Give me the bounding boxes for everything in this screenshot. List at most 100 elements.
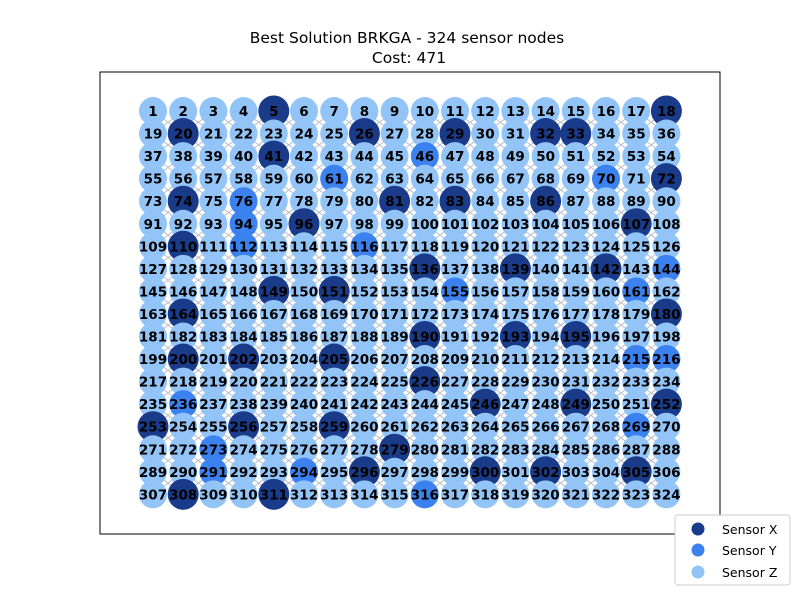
sensor-node-249 bbox=[560, 388, 592, 420]
node-label-290: 290 bbox=[169, 465, 197, 481]
sensor-node-136 bbox=[409, 253, 441, 285]
sensor-node-134 bbox=[350, 254, 379, 283]
sensor-node-247 bbox=[501, 390, 530, 419]
sensor-node-172 bbox=[410, 299, 439, 328]
node-label-164: 164 bbox=[169, 307, 197, 323]
node-label-234: 234 bbox=[652, 375, 680, 391]
node-label-213: 213 bbox=[562, 352, 590, 368]
sensor-node-141 bbox=[561, 254, 590, 283]
sensor-node-285 bbox=[561, 435, 590, 464]
node-label-179: 179 bbox=[622, 307, 650, 323]
sensor-node-68 bbox=[531, 164, 560, 193]
node-label-274: 274 bbox=[230, 442, 258, 458]
sensor-node-66 bbox=[471, 164, 500, 193]
sensor-node-123 bbox=[561, 232, 590, 261]
sensor-node-19 bbox=[139, 119, 167, 148]
node-label-186: 186 bbox=[290, 330, 318, 346]
sensor-node-264 bbox=[471, 412, 500, 441]
sensor-node-269 bbox=[622, 412, 651, 441]
node-label-137: 137 bbox=[441, 262, 469, 278]
node-label-23: 23 bbox=[264, 127, 283, 143]
node-label-64: 64 bbox=[415, 172, 434, 188]
node-label-77: 77 bbox=[264, 194, 283, 210]
sensor-node-213 bbox=[561, 345, 590, 374]
node-label-42: 42 bbox=[295, 149, 314, 165]
sensor-node-148 bbox=[229, 277, 258, 306]
sensor-node-232 bbox=[592, 367, 620, 396]
node-label-211: 211 bbox=[501, 352, 529, 368]
sensor-node-197 bbox=[622, 322, 651, 351]
node-label-313: 313 bbox=[320, 487, 348, 503]
sensor-node-72 bbox=[650, 163, 682, 195]
node-label-168: 168 bbox=[290, 307, 318, 323]
node-label-310: 310 bbox=[230, 487, 258, 503]
sensor-node-18 bbox=[650, 95, 682, 127]
node-label-195: 195 bbox=[562, 330, 590, 346]
sensor-node-240 bbox=[290, 390, 318, 419]
sensor-node-187 bbox=[320, 322, 349, 351]
sensor-node-61 bbox=[320, 164, 349, 193]
sensor-node-103 bbox=[501, 209, 530, 238]
node-label-321: 321 bbox=[562, 487, 590, 503]
node-label-193: 193 bbox=[501, 330, 529, 346]
sensor-node-291 bbox=[199, 457, 228, 486]
sensor-node-203 bbox=[259, 345, 288, 374]
sensor-node-256 bbox=[228, 411, 260, 443]
sensor-node-281 bbox=[441, 435, 469, 464]
sensor-node-211 bbox=[501, 345, 530, 374]
node-label-127: 127 bbox=[139, 262, 167, 278]
sensor-node-299 bbox=[441, 457, 469, 486]
sensor-node-35 bbox=[622, 119, 651, 148]
sensor-node-318 bbox=[471, 480, 500, 509]
sensor-node-170 bbox=[350, 299, 379, 328]
node-label-11: 11 bbox=[446, 104, 465, 120]
node-label-229: 229 bbox=[501, 375, 529, 391]
node-label-280: 280 bbox=[411, 442, 439, 458]
sensor-node-101 bbox=[441, 209, 469, 238]
node-label-116: 116 bbox=[350, 239, 378, 255]
sensor-node-150 bbox=[290, 277, 318, 306]
sensor-node-20 bbox=[167, 118, 199, 150]
node-label-246: 246 bbox=[471, 397, 499, 413]
sensor-node-230 bbox=[531, 367, 560, 396]
node-label-109: 109 bbox=[139, 239, 167, 255]
node-label-72: 72 bbox=[657, 172, 676, 188]
node-label-279: 279 bbox=[381, 442, 409, 458]
sensor-node-268 bbox=[592, 412, 620, 441]
node-label-56: 56 bbox=[174, 172, 193, 188]
node-label-39: 39 bbox=[204, 149, 223, 165]
node-label-199: 199 bbox=[139, 352, 167, 368]
node-label-118: 118 bbox=[411, 239, 439, 255]
node-label-265: 265 bbox=[501, 420, 529, 436]
sensor-node-322 bbox=[592, 480, 620, 509]
sensor-node-273 bbox=[199, 435, 228, 464]
sensor-node-192 bbox=[471, 322, 500, 351]
sensor-node-163 bbox=[139, 299, 167, 328]
node-label-191: 191 bbox=[441, 330, 469, 346]
node-label-205: 205 bbox=[320, 352, 348, 368]
sensor-node-73 bbox=[139, 187, 167, 216]
sensor-node-39 bbox=[199, 142, 228, 171]
sensor-node-90 bbox=[652, 187, 681, 216]
sensor-node-92 bbox=[169, 209, 198, 238]
sensor-node-205 bbox=[318, 343, 350, 375]
node-label-28: 28 bbox=[415, 127, 434, 143]
node-label-163: 163 bbox=[139, 307, 167, 323]
node-label-78: 78 bbox=[295, 194, 314, 210]
node-label-285: 285 bbox=[562, 442, 590, 458]
node-label-157: 157 bbox=[501, 284, 529, 300]
node-label-311: 311 bbox=[260, 487, 288, 503]
node-label-295: 295 bbox=[320, 465, 348, 481]
node-label-22: 22 bbox=[234, 127, 253, 143]
sensor-node-279 bbox=[379, 433, 411, 465]
sensor-node-117 bbox=[380, 232, 409, 261]
sensor-node-2 bbox=[169, 97, 198, 125]
node-label-40: 40 bbox=[234, 149, 253, 165]
sensor-node-106 bbox=[592, 209, 620, 238]
node-label-44: 44 bbox=[355, 149, 374, 165]
sensor-node-233 bbox=[622, 367, 651, 396]
node-label-81: 81 bbox=[385, 194, 404, 210]
sensor-node-302 bbox=[530, 456, 562, 488]
sensor-node-89 bbox=[622, 187, 651, 216]
